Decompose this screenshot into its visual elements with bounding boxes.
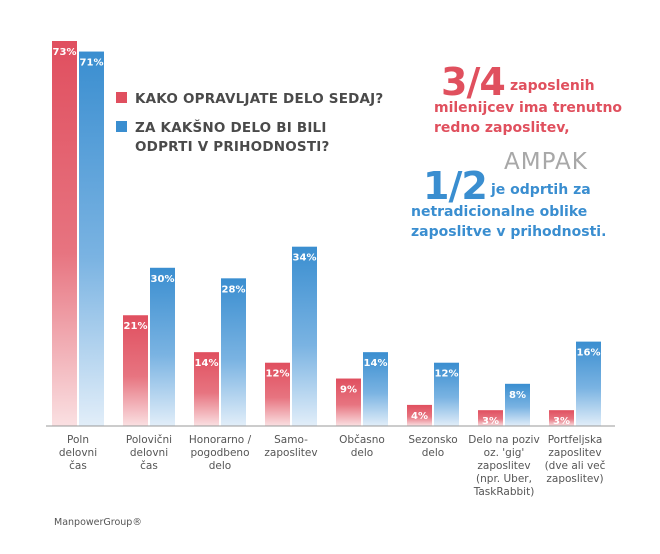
category-label-line: Samo- bbox=[274, 434, 308, 446]
bar-label-current-5: 4% bbox=[411, 411, 428, 422]
category-label-line: delo bbox=[209, 460, 231, 472]
category-label-line: Občasno bbox=[339, 434, 385, 446]
category-label-line: Poln bbox=[67, 434, 89, 446]
bar-current-6 bbox=[478, 410, 503, 426]
bar-future-5 bbox=[434, 362, 459, 426]
bar-future-0 bbox=[79, 51, 104, 427]
category-label-6: Delo na poziv oz. 'gig' zaposlitev (npr. Ub… bbox=[468, 434, 539, 498]
category-label-line: delo bbox=[422, 447, 444, 459]
bar-current-7 bbox=[549, 410, 574, 426]
legend-label-current: KAKO OPRAVLJATE DELO SEDAJ? bbox=[135, 91, 384, 107]
category-label-line: čas bbox=[69, 460, 87, 472]
category-label-line: zaposlitev bbox=[264, 447, 317, 459]
bar-label-future-4: 14% bbox=[364, 358, 388, 369]
category-label-line: (npr. Uber, bbox=[476, 473, 532, 485]
callout-fraction-half: 1/2 bbox=[423, 164, 488, 208]
category-label-line: delovni bbox=[59, 447, 97, 459]
bar-future-7 bbox=[576, 341, 601, 426]
bar-current-1 bbox=[123, 315, 148, 426]
bar-future-3 bbox=[292, 246, 317, 426]
bar-label-future-6: 8% bbox=[509, 390, 526, 401]
bar-current-2 bbox=[194, 352, 219, 426]
legend-swatch-red bbox=[116, 92, 127, 103]
category-label-line: Sezonsko bbox=[408, 434, 457, 446]
callout-ampak: AMPAK bbox=[504, 149, 588, 175]
bar-current-5 bbox=[407, 404, 432, 426]
callout-fraction-three-quarters: 3/4 bbox=[441, 60, 506, 104]
bar-label-current-0: 73% bbox=[53, 47, 77, 58]
category-label-line: delovni bbox=[130, 447, 168, 459]
bar-label-future-3: 34% bbox=[293, 253, 317, 264]
bar-current-3 bbox=[265, 362, 290, 426]
bar-future-6 bbox=[505, 383, 530, 426]
category-label-0: Poln delovni čas bbox=[59, 434, 97, 472]
legend-item-current: KAKO OPRAVLJATE DELO SEDAJ? bbox=[116, 90, 383, 109]
fraction-1-2: 1/2 bbox=[423, 164, 488, 208]
bar-label-current-2: 14% bbox=[195, 358, 219, 369]
category-label-line: čas bbox=[140, 460, 158, 472]
category-label-line: TaskRabbit) bbox=[473, 486, 535, 498]
category-label-2: Honorarno / pogodbeno delo bbox=[189, 434, 252, 472]
bar-label-future-0: 71% bbox=[80, 58, 104, 69]
callout-text-2c: zaposlitve v prihodnosti. bbox=[411, 224, 607, 240]
category-label-line: oz. 'gig' bbox=[484, 447, 525, 459]
bar-future-4 bbox=[363, 352, 388, 426]
category-label-line: Honorarno / bbox=[189, 434, 252, 446]
category-label-line: zaposlitev bbox=[477, 460, 530, 472]
callout-text-1b: milenijcev ima trenutno bbox=[434, 100, 623, 116]
category-label-line: pogodbeno bbox=[190, 447, 249, 459]
category-label-1: Polovični delovni čas bbox=[126, 434, 172, 472]
category-label-line: zaposlitev bbox=[548, 447, 601, 459]
bar-current-4 bbox=[336, 378, 361, 426]
bar-label-current-4: 9% bbox=[340, 385, 357, 396]
fraction-3-4: 3/4 bbox=[441, 60, 506, 104]
legend-item-future: ZA KAKŠNO DELO BI BILI ODPRTI V PRIHODNO… bbox=[116, 119, 386, 157]
category-label-line: Portfeljska bbox=[548, 434, 603, 446]
footer-brand: ManpowerGroup® bbox=[54, 517, 142, 528]
bar-future-2 bbox=[221, 278, 246, 426]
bar-label-future-5: 12% bbox=[435, 369, 459, 380]
bar-label-current-3: 12% bbox=[266, 369, 290, 380]
category-label-4: Občasno delo bbox=[339, 434, 385, 459]
callout-text-1c: redno zaposlitev, bbox=[434, 120, 570, 136]
bar-label-current-1: 21% bbox=[124, 321, 148, 332]
category-label-line: delo bbox=[351, 447, 373, 459]
category-label-line: Delo na poziv bbox=[468, 434, 539, 446]
category-label-7: Portfeljska zaposlitev (dve ali več zaposli… bbox=[545, 434, 606, 485]
bar-label-future-1: 30% bbox=[151, 274, 175, 285]
legend-label-future: ZA KAKŠNO DELO BI BILI ODPRTI V PRIHODNO… bbox=[135, 120, 330, 155]
category-label-5: Sezonsko delo bbox=[408, 434, 457, 459]
bar-label-current-6: 3% bbox=[482, 416, 499, 427]
bar-future-1 bbox=[150, 267, 175, 426]
bars-group bbox=[52, 41, 601, 427]
category-label-line: zaposlitev) bbox=[546, 473, 603, 485]
category-label-line: Polovični bbox=[126, 434, 172, 446]
callout-text-1a: zaposlenih bbox=[510, 78, 595, 94]
category-label-3: Samo-zaposlitev bbox=[264, 434, 317, 459]
callout-text-2b: netradicionalne oblike bbox=[411, 204, 588, 220]
bar-value-labels: 73%71% 21% 30% 14% 28% 12% 34% 9% 14% 4% 12% 3% 8% 3%… bbox=[53, 47, 601, 427]
legend-swatch-blue bbox=[116, 121, 127, 132]
category-label-line: (dve ali več bbox=[545, 460, 606, 472]
bar-label-current-7: 3% bbox=[553, 416, 570, 427]
callout-text-2a: je odprtih za bbox=[491, 182, 591, 198]
bar-label-future-7: 16% bbox=[577, 348, 601, 359]
bar-current-0 bbox=[52, 41, 77, 426]
bar-label-future-2: 28% bbox=[222, 284, 246, 295]
